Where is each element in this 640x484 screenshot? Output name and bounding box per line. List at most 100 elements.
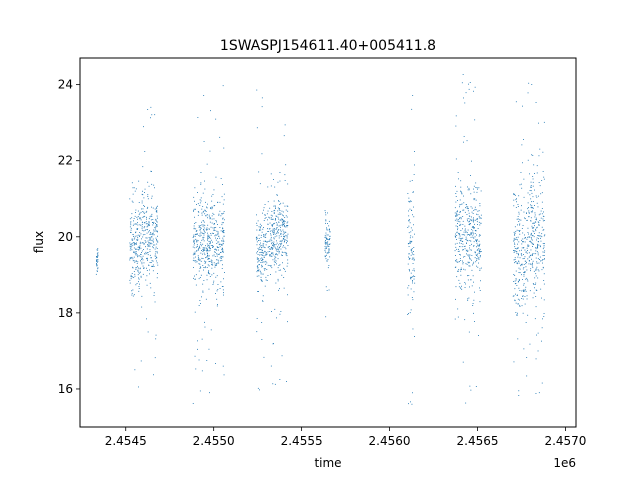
data-point xyxy=(203,248,205,250)
data-point xyxy=(129,279,131,281)
data-point xyxy=(213,189,215,191)
data-point xyxy=(279,208,280,209)
data-point xyxy=(414,259,415,261)
data-point xyxy=(267,201,269,203)
data-point xyxy=(459,211,461,213)
data-point xyxy=(133,187,135,189)
data-point xyxy=(412,328,414,330)
data-point xyxy=(460,238,462,240)
data-point xyxy=(475,182,477,184)
data-point xyxy=(522,296,524,297)
data-point xyxy=(216,275,218,277)
data-point xyxy=(529,255,531,256)
data-point xyxy=(468,83,469,85)
data-point xyxy=(132,201,134,203)
data-point xyxy=(141,259,142,260)
data-point xyxy=(196,240,198,242)
data-point xyxy=(528,260,530,262)
data-point xyxy=(213,214,215,215)
data-point xyxy=(530,233,532,235)
data-point xyxy=(257,247,259,249)
data-point xyxy=(258,240,259,241)
data-point xyxy=(153,184,155,186)
data-point xyxy=(257,254,259,255)
data-point xyxy=(272,228,274,230)
data-point xyxy=(468,189,470,191)
data-point xyxy=(277,246,278,248)
data-point xyxy=(212,245,213,246)
data-point xyxy=(532,201,534,202)
data-point xyxy=(513,259,515,261)
data-point xyxy=(407,294,409,296)
data-point xyxy=(200,227,202,229)
data-point xyxy=(534,287,535,289)
data-point xyxy=(521,187,523,189)
data-point xyxy=(204,188,206,190)
data-point xyxy=(281,218,282,220)
data-point xyxy=(478,248,480,250)
data-point xyxy=(261,254,263,256)
data-point xyxy=(134,261,136,263)
data-point xyxy=(513,237,515,239)
data-point xyxy=(196,239,198,241)
data-point xyxy=(527,258,529,260)
data-point xyxy=(460,191,462,193)
data-point xyxy=(156,251,158,253)
data-point xyxy=(218,262,220,264)
data-point xyxy=(522,258,524,260)
data-point xyxy=(284,246,286,248)
data-point xyxy=(207,224,209,226)
data-point xyxy=(203,224,205,226)
data-point xyxy=(202,243,204,245)
data-point xyxy=(150,170,152,172)
data-point xyxy=(213,262,215,264)
data-point xyxy=(262,300,263,302)
data-point xyxy=(217,241,219,243)
data-point xyxy=(285,248,287,250)
data-point xyxy=(526,262,527,263)
data-point xyxy=(143,197,145,199)
data-point xyxy=(532,228,534,229)
data-point xyxy=(267,264,269,266)
data-point xyxy=(266,280,268,281)
data-point xyxy=(153,229,155,231)
data-point xyxy=(521,205,522,207)
data-point xyxy=(459,242,460,244)
x-tick-label: 2.4565 xyxy=(457,434,499,448)
data-point xyxy=(455,286,457,288)
data-point xyxy=(529,173,530,175)
data-point xyxy=(271,211,273,212)
chart-title: 1SWASPJ154611.40+005411.8 xyxy=(220,38,436,54)
data-point xyxy=(131,292,133,294)
data-point xyxy=(532,178,534,180)
data-point xyxy=(476,246,477,248)
data-point xyxy=(523,290,525,292)
data-point xyxy=(474,321,475,322)
data-point xyxy=(283,223,284,225)
data-point xyxy=(207,236,209,238)
data-point xyxy=(217,224,218,225)
data-point xyxy=(197,258,199,260)
data-point xyxy=(222,222,224,224)
data-point xyxy=(526,375,528,377)
data-point xyxy=(210,217,211,219)
data-point xyxy=(151,197,153,199)
data-point xyxy=(414,276,416,277)
data-point xyxy=(219,237,221,239)
data-point xyxy=(325,219,327,221)
data-point xyxy=(204,213,206,215)
data-point xyxy=(142,211,144,212)
data-point xyxy=(154,248,156,250)
data-point xyxy=(154,187,155,189)
data-point xyxy=(152,238,154,240)
data-point xyxy=(132,224,134,226)
data-point xyxy=(193,208,195,210)
data-point xyxy=(140,217,142,219)
data-point xyxy=(215,363,216,364)
data-point xyxy=(144,206,145,207)
data-point xyxy=(459,224,461,226)
data-point xyxy=(146,223,148,225)
data-point xyxy=(152,270,154,272)
data-point xyxy=(534,318,536,320)
data-point xyxy=(259,245,261,247)
